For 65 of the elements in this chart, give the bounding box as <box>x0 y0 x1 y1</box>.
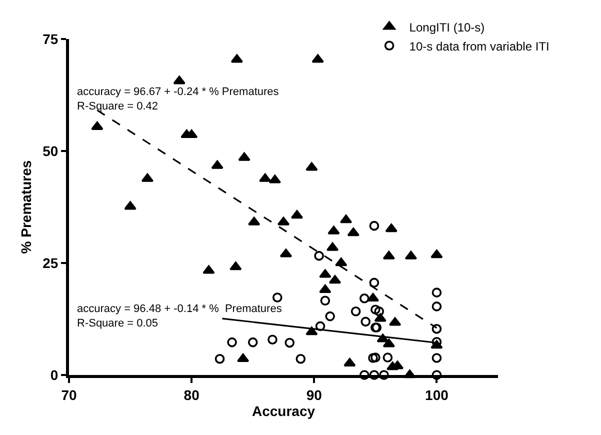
point <box>296 354 306 364</box>
point <box>432 353 442 363</box>
point <box>382 352 393 362</box>
point <box>319 284 332 294</box>
point <box>236 353 250 362</box>
point <box>366 292 380 302</box>
point <box>368 353 378 363</box>
point <box>432 302 442 312</box>
point <box>369 370 380 380</box>
x-tick-label: 100 <box>425 386 449 403</box>
point <box>320 296 330 306</box>
point <box>268 334 278 345</box>
point <box>306 326 318 336</box>
point <box>374 313 386 322</box>
point <box>319 269 332 278</box>
point <box>314 250 324 261</box>
point <box>350 306 361 316</box>
point <box>432 288 442 298</box>
x-axis-title: Accuracy <box>252 402 316 419</box>
point <box>344 358 356 366</box>
y-tick-label: 25 <box>42 254 58 271</box>
point <box>335 258 348 266</box>
point <box>227 337 237 348</box>
point <box>259 173 272 182</box>
point <box>312 54 324 63</box>
point <box>379 370 389 380</box>
point <box>91 121 104 130</box>
point <box>369 278 380 288</box>
y-tick-label: 0 <box>50 366 58 383</box>
point <box>173 76 186 84</box>
y-tick-label: 50 <box>42 142 58 159</box>
annotation: accuracy = 96.48 + -0.14 * % Prematures R-Square = 0.05 <box>77 303 282 330</box>
legend-label: 10-s data from variable ITI <box>409 39 550 54</box>
point <box>325 311 335 322</box>
point <box>370 304 380 314</box>
point <box>347 228 360 236</box>
point <box>238 152 250 161</box>
point <box>315 321 326 332</box>
point <box>306 162 318 171</box>
y-tick-label: 75 <box>42 30 58 47</box>
point <box>284 338 295 348</box>
point <box>432 324 442 334</box>
legend-label: LongITI (10-s) <box>409 20 485 34</box>
point <box>272 292 282 302</box>
point <box>370 352 380 362</box>
point <box>202 265 215 274</box>
point <box>374 306 384 316</box>
point <box>230 262 242 270</box>
x-tick-label: 90 <box>306 386 322 403</box>
point <box>214 354 225 364</box>
point <box>432 370 442 380</box>
point <box>211 160 224 169</box>
x-tick-label: 80 <box>184 386 200 403</box>
y-axis-title: % Prematures <box>18 160 34 254</box>
point <box>369 220 380 231</box>
point <box>360 293 370 304</box>
point <box>328 226 340 234</box>
point <box>124 201 136 210</box>
point <box>430 250 443 258</box>
point <box>248 337 258 348</box>
x-tick-label: 70 <box>61 386 77 403</box>
point <box>360 316 371 327</box>
point <box>385 224 398 232</box>
point <box>360 370 370 380</box>
annotation: accuracy = 96.67 + -0.24 * % Prematures R-Square = 0.42 <box>77 86 280 112</box>
